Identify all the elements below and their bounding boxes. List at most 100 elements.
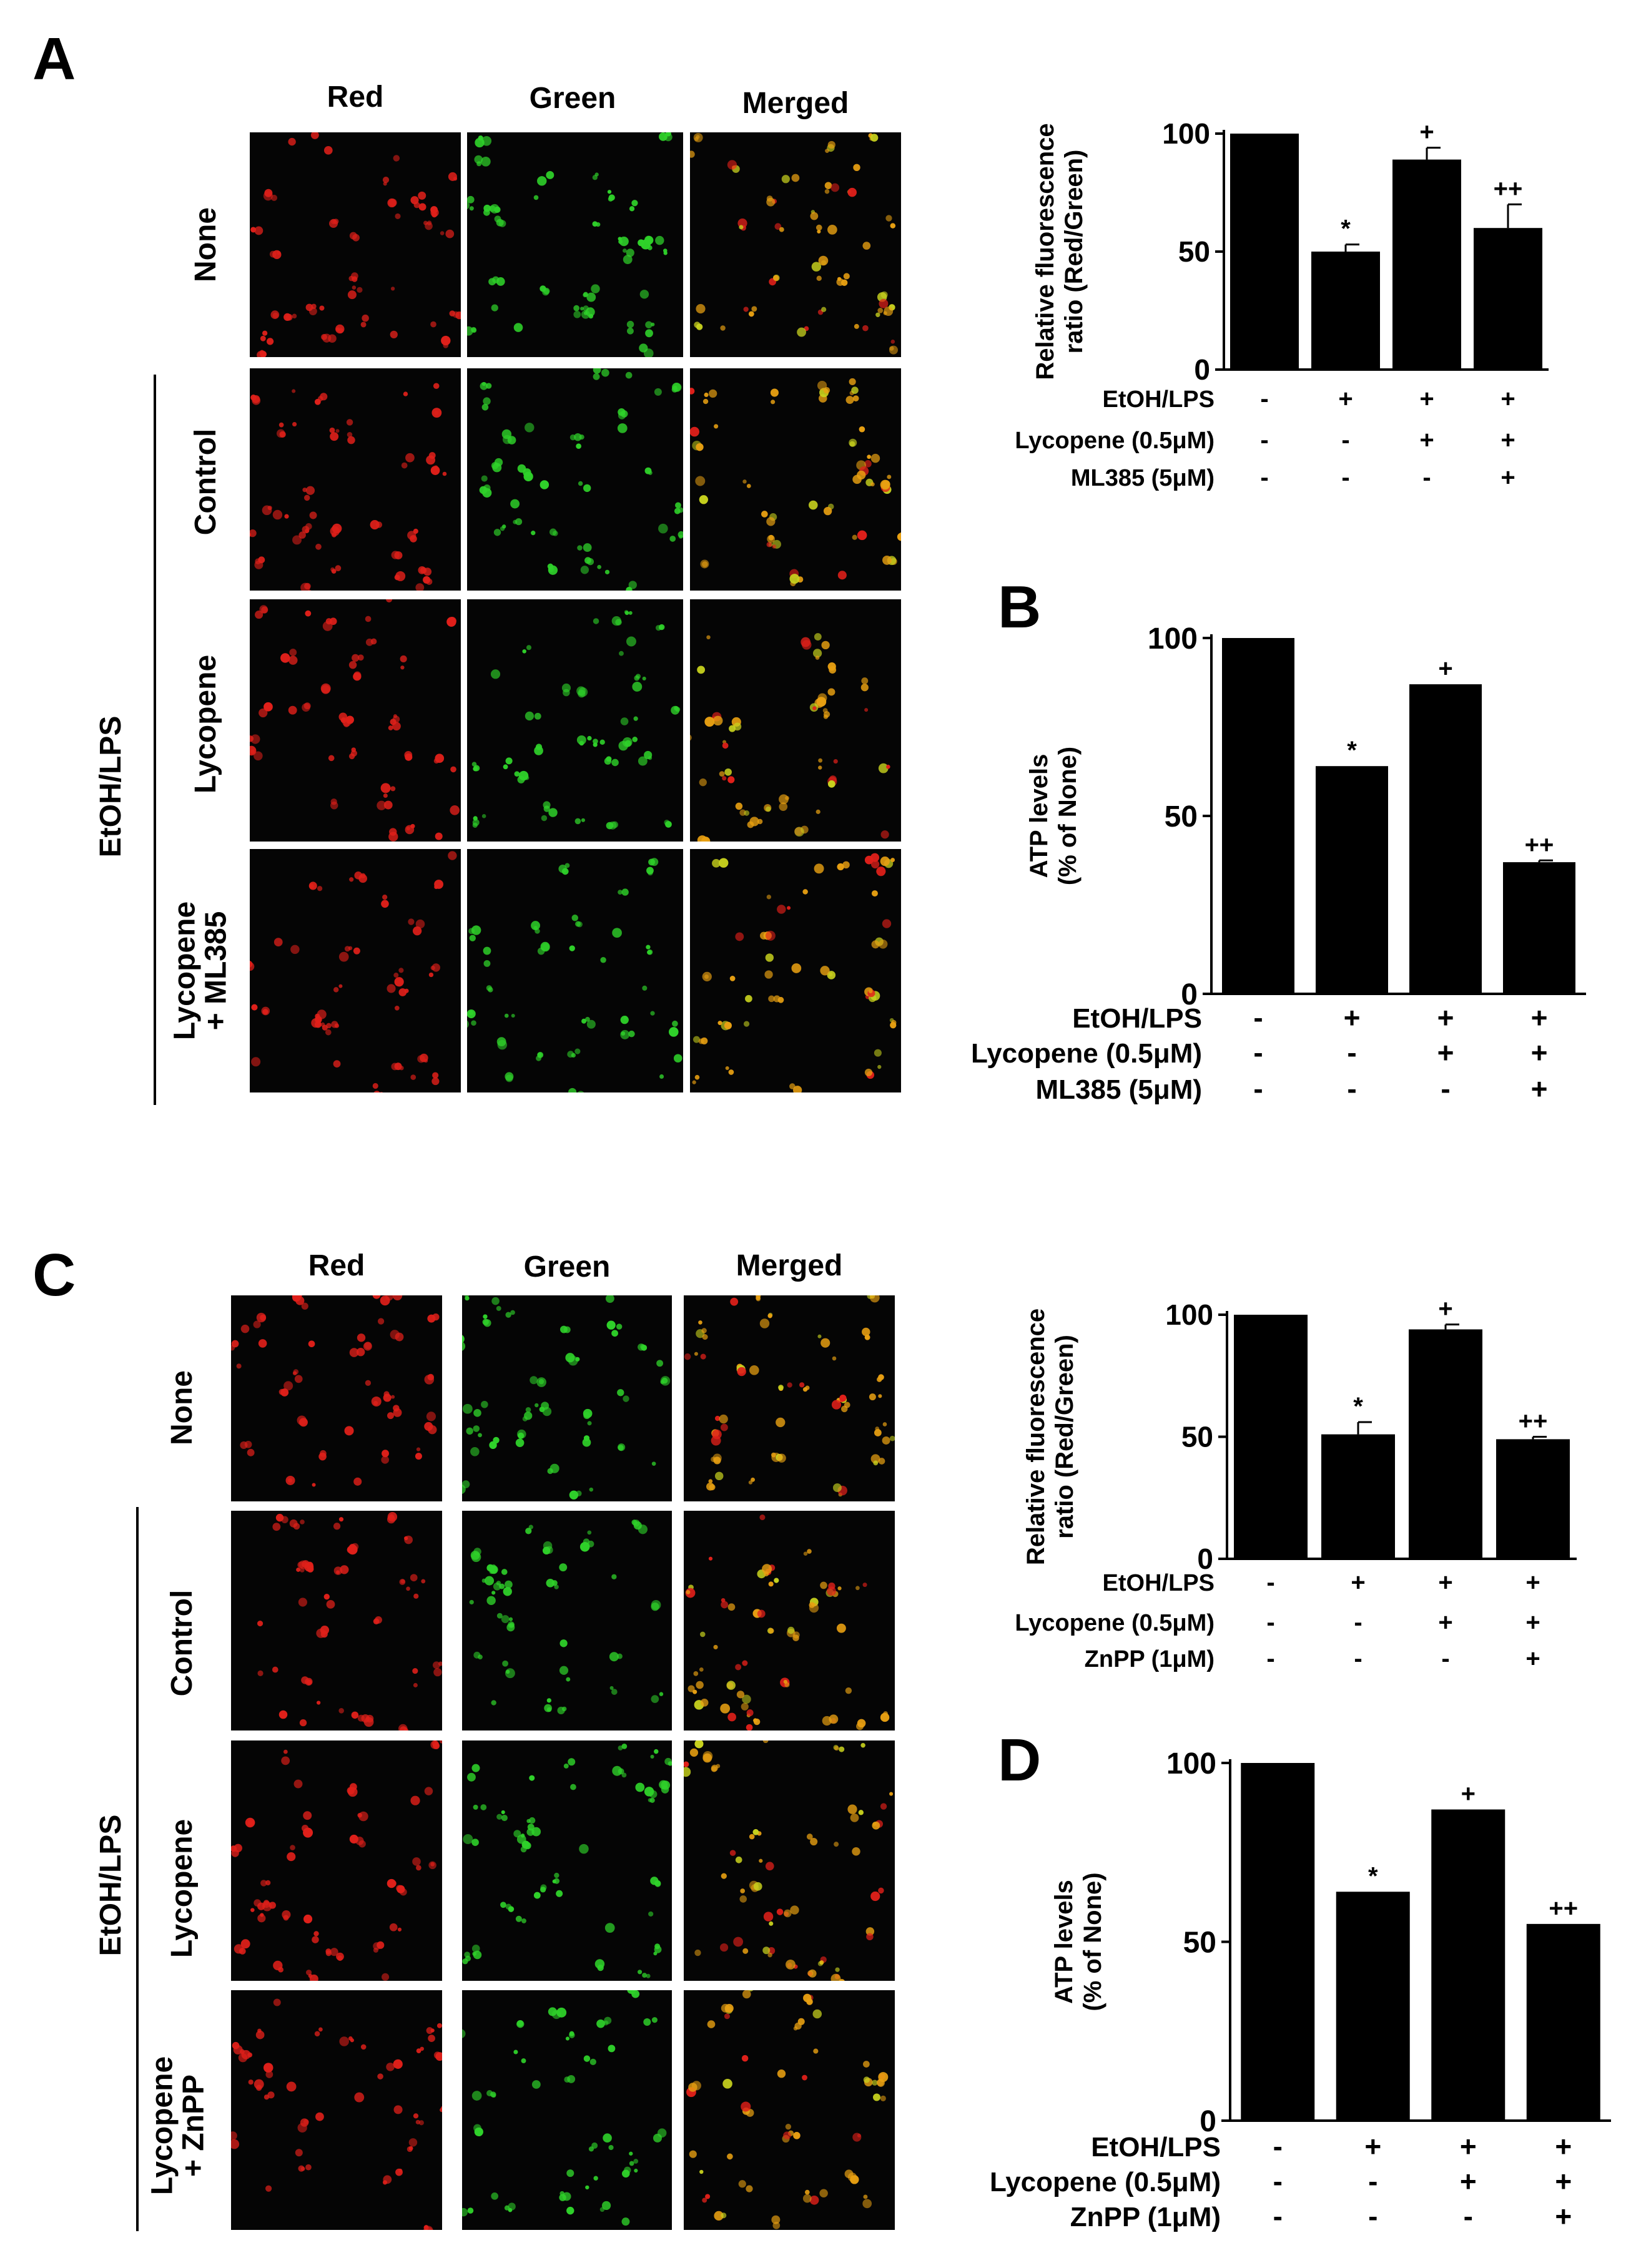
bar (1321, 1434, 1395, 1559)
y-axis-label: ratio (Red/Green) (1051, 1335, 1078, 1539)
y-tick-label: 100 (1162, 117, 1210, 150)
condition-sign: + (1525, 1645, 1540, 1672)
micrograph (250, 599, 461, 842)
bar (1496, 1439, 1570, 1559)
row-label-lycopene: Lycopene (165, 1819, 199, 1958)
condition-sign: + (1438, 1569, 1452, 1596)
significance-mark: * (1347, 737, 1357, 764)
condition-label: Lycopene (0.5μM) (1015, 428, 1215, 454)
condition-sign: - (1253, 1036, 1263, 1069)
y-tick-label: 0 (1200, 2105, 1216, 2138)
bar (1336, 1892, 1410, 2121)
condition-sign: - (1253, 1001, 1263, 1034)
group-bracket (154, 375, 156, 1105)
significance-mark: + (1438, 1295, 1452, 1323)
bar (1392, 159, 1461, 370)
y-axis-label: (% of None) (1054, 747, 1082, 885)
significance-mark: + (1461, 1780, 1476, 1807)
condition-sign: + (1438, 1609, 1452, 1636)
condition-sign: + (1555, 2165, 1572, 2197)
micrograph (684, 1990, 895, 2230)
column-header-merged: Merged (736, 1249, 843, 1282)
condition-sign: + (1364, 2130, 1381, 2162)
condition-sign: + (1501, 385, 1515, 413)
condition-sign: - (1273, 2165, 1283, 2197)
condition-sign: - (1441, 1645, 1449, 1672)
bar-chart-c: 0 50 100 Relative fluorescence ratio (Red/Gr… (1015, 1295, 1577, 1672)
y-axis-label: ratio (Red/Green) (1060, 150, 1088, 354)
y-axis-label: ATP levels (1025, 754, 1053, 878)
condition-sign: - (1260, 426, 1268, 454)
significance-mark: ++ (1519, 1408, 1548, 1435)
micrograph (462, 1511, 672, 1730)
condition-sign: - (1266, 1645, 1274, 1672)
micrograph (462, 1740, 672, 1981)
group-label-etoh-lps: EtOH/LPS (94, 1814, 127, 1956)
condition-label: EtOH/LPS (1103, 386, 1215, 413)
significance-mark: * (1353, 1393, 1363, 1420)
condition-sign: + (1351, 1569, 1365, 1596)
y-tick-label: 100 (1148, 622, 1198, 655)
micrograph (231, 1990, 442, 2230)
condition-label: Lycopene (0.5μM) (990, 2167, 1221, 2197)
condition-sign: - (1273, 2130, 1283, 2162)
bar (1241, 1763, 1315, 2121)
micrograph (467, 599, 683, 842)
panel-letter-b: B (998, 574, 1042, 641)
bar (1503, 862, 1575, 994)
y-tick-label: 50 (1183, 1926, 1216, 1959)
bar (1474, 228, 1542, 370)
micrograph (231, 1511, 442, 1730)
condition-sign: + (1460, 2165, 1477, 2197)
column-header-green: Green (523, 1250, 611, 1284)
row-label-lycopene-znpp: Lycopene + ZnPP (145, 2056, 210, 2196)
bar (1234, 1315, 1308, 1559)
micrograph (250, 132, 461, 357)
condition-sign: + (1501, 464, 1515, 491)
condition-label: ML385 (5μM) (1035, 1074, 1202, 1105)
panel-letter-a: A (32, 26, 76, 92)
micrograph (690, 368, 901, 591)
condition-sign: + (1531, 1073, 1548, 1105)
condition-sign: + (1338, 385, 1353, 413)
micrograph (467, 132, 683, 357)
column-header-red: Red (308, 1249, 365, 1282)
row-label-none: None (189, 207, 222, 282)
group-label-etoh-lps: EtOH/LPS (94, 715, 127, 858)
micrograph (684, 1511, 895, 1730)
significance-mark: + (1419, 119, 1434, 146)
condition-sign: + (1531, 1001, 1548, 1034)
significance-mark: ++ (1494, 175, 1523, 202)
y-tick-label: 100 (1165, 1298, 1213, 1331)
condition-sign: - (1341, 464, 1349, 491)
condition-sign: - (1368, 2165, 1377, 2197)
group-bracket (136, 1507, 139, 2231)
condition-sign: - (1260, 385, 1268, 413)
condition-sign: - (1347, 1073, 1356, 1105)
condition-sign: + (1419, 385, 1434, 413)
y-tick-label: 0 (1194, 353, 1210, 386)
row-label-lycopene: Lycopene (189, 654, 222, 794)
column-header-red: Red (327, 81, 384, 114)
y-axis-label: (% of None) (1079, 1872, 1106, 2011)
condition-sign: + (1344, 1001, 1361, 1034)
condition-sign: - (1273, 2200, 1283, 2232)
condition-label: Lycopene (0.5μM) (1015, 1610, 1215, 1636)
y-axis-label: ATP levels (1050, 1880, 1078, 2004)
row-label-none: None (165, 1370, 199, 1445)
y-axis-label: Relative fluorescence (1022, 1308, 1050, 1565)
y-tick-label: 50 (1178, 235, 1210, 268)
micrograph (690, 599, 901, 842)
condition-sign: - (1354, 1609, 1362, 1636)
condition-label: Lycopene (0.5μM) (971, 1038, 1202, 1069)
y-tick-label: 50 (1181, 1421, 1213, 1453)
condition-sign: + (1555, 2130, 1572, 2162)
row-label-control: Control (189, 428, 222, 536)
micrograph (250, 368, 461, 591)
bar (1222, 638, 1294, 994)
micrograph (231, 1295, 442, 1501)
condition-sign: - (1441, 1073, 1450, 1105)
condition-sign: - (1266, 1569, 1274, 1596)
